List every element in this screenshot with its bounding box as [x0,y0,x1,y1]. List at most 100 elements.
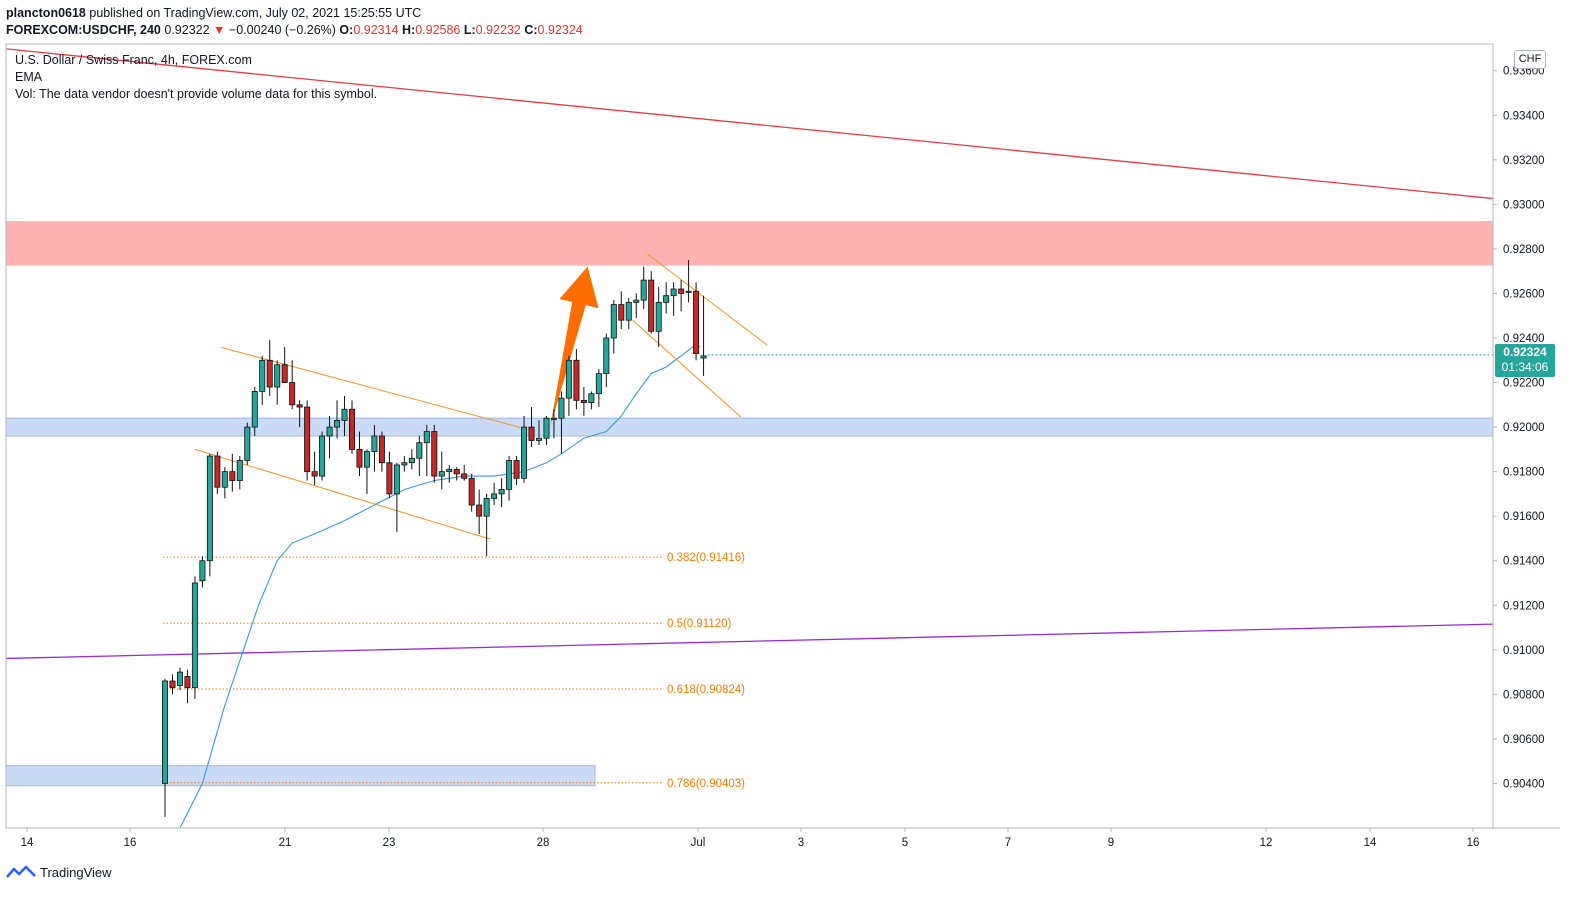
legend-vol[interactable]: Vol: The data vendor doesn't provide vol… [15,87,378,101]
candle [633,293,640,318]
chart-frame [5,43,1560,829]
legend-ema[interactable]: EMA [15,70,43,84]
fib-level-label-0.5: 0.5(0.91120) [667,618,732,630]
candle-body-up [199,560,206,582]
candle-body-up [401,462,408,466]
candle [184,669,191,704]
ema-line [179,344,701,829]
candle-body-up [176,671,183,686]
currency-button[interactable]: CHF [1514,50,1546,69]
candle [446,464,453,483]
candle [685,260,692,303]
candle-body-up [543,417,550,439]
candle [236,456,243,490]
channel2-lower-line [632,319,742,418]
candle [640,266,647,310]
candle-body-up [206,455,213,562]
candle [678,280,685,312]
candle [506,456,513,501]
candle-body-down [281,364,288,383]
time-tick-label: 9 [1108,837,1114,849]
candle [483,493,490,557]
candle [304,400,311,481]
candle-body-up [670,288,677,297]
candle-body-up [663,295,670,303]
symbol-label[interactable]: FOREXCOM:USDCHF, 240 [6,23,161,37]
candle-body-down [214,455,221,488]
candle [266,340,273,396]
candle-body-up [655,301,662,332]
candle [558,391,565,454]
candle [191,576,198,699]
candle-body-down [184,676,191,689]
price-tick-label: 0.90600 [1503,734,1545,746]
candle [618,291,625,330]
candle [348,400,355,454]
candle [251,387,258,436]
publisher-name[interactable]: plancton0618 [6,6,86,20]
support-zone [5,417,1494,437]
down-arrow-icon: ▼ [213,23,226,37]
time-tick-label: 16 [1467,837,1480,849]
candle [625,297,632,330]
candle [543,415,550,445]
candle-body-up [371,435,378,452]
price-tick-label: 0.91400 [1503,556,1545,568]
candle [431,424,438,483]
zones-layer [5,221,1494,787]
candle [259,355,266,405]
candle-body-up [259,359,266,392]
time-tick-label: 5 [902,837,908,849]
candle-body-down [693,290,700,354]
candle [206,453,213,577]
time-tick-label: 28 [537,837,550,849]
candle [468,473,475,512]
open-label: O: [339,23,354,37]
fib-level-label-0.618: 0.618(0.90824) [667,684,745,696]
price-tick-label: 0.92000 [1503,422,1545,434]
candle [161,678,168,817]
time-axis: 14 16 21 23 28 Jul 3 5 7 9 12 14 16 [21,828,1480,849]
candle-body-up [506,460,513,490]
candle [550,409,557,439]
price-tick-label: 0.93400 [1503,110,1545,122]
ema-layer [179,344,701,829]
price-tick-label: 0.91600 [1503,511,1545,523]
candle-body-up [393,464,400,495]
candle [693,282,700,361]
candle [169,674,176,695]
fib-level-label-0.786: 0.786(0.90403) [667,778,745,790]
time-tick-label: 14 [1364,837,1377,849]
countdown-label: 01:34:06 [1501,360,1549,374]
publish-info: published on TradingView.com, July 02, 2… [89,6,422,20]
candle [521,415,528,483]
candle [670,282,677,316]
candle-body-down [304,406,311,473]
candle-body-up [595,373,602,395]
candle-body-down [618,304,625,321]
candle-body-down [528,426,535,441]
price-tick-label: 0.92800 [1503,244,1545,256]
tradingview-brand[interactable]: TradingView [6,864,112,880]
time-tick-label: 3 [798,837,804,849]
candle-body-up [536,437,543,441]
candle-body-up [319,435,326,477]
publish-header: plancton0618 published on TradingView.co… [6,5,421,21]
candle-body-up [251,391,258,428]
low-label: L: [463,23,476,37]
candle-body-up [274,364,281,388]
price-tick-label: 0.93200 [1503,155,1545,167]
ohlc-bar: FOREXCOM:USDCHF, 240 0.92322 ▼ −0.00240 … [6,22,583,38]
close-value: 0.92324 [537,23,583,37]
candle-body-down [431,431,438,477]
candle [655,286,662,347]
candle [311,451,318,485]
price-tick-label: 0.91800 [1503,467,1545,479]
candle [573,349,580,410]
legend-title[interactable]: U.S. Dollar / Swiss Franc, 4h, FOREX.com [15,53,252,67]
candle [565,355,572,416]
candle [386,451,393,499]
time-tick-label: 16 [124,837,137,849]
candle-body-up [363,451,370,468]
